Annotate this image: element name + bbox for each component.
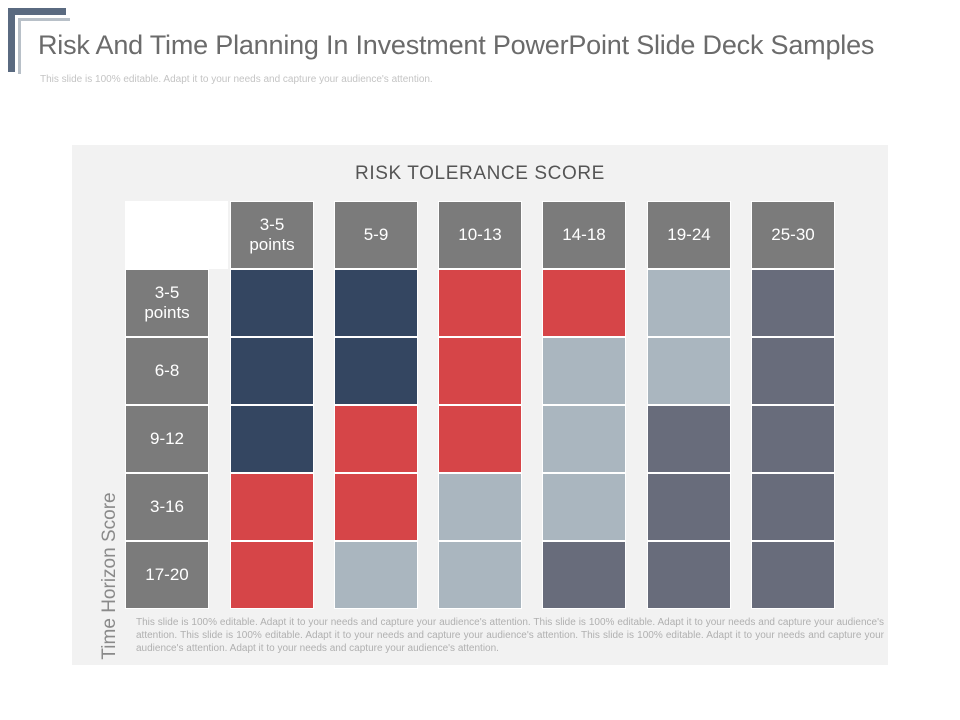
- matrix-cell-slate: [751, 405, 835, 473]
- slide-title: Risk And Time Planning In Investment Pow…: [38, 30, 875, 60]
- matrix-cell-light: [647, 269, 731, 337]
- matrix-cell-light: [542, 337, 626, 405]
- matrix-cell-slate: [542, 541, 626, 609]
- footer-note: This slide is 100% editable. Adapt it to…: [136, 617, 884, 654]
- matrix-cell-light: [334, 541, 418, 609]
- matrix-cell-red: [438, 405, 522, 473]
- matrix-cell-slate: [751, 269, 835, 337]
- matrix-cell-red: [438, 337, 522, 405]
- corner-bracket-decoration: [8, 8, 70, 74]
- bracket-outer: [8, 8, 66, 72]
- matrix-cell-navy: [230, 337, 314, 405]
- matrix-cell-navy: [230, 405, 314, 473]
- row-header: 9-12: [125, 405, 209, 473]
- matrix-cell-light: [647, 337, 731, 405]
- matrix-cell-slate: [647, 473, 731, 541]
- column-axis-title: RISK TOLERANCE SCORE: [355, 163, 605, 184]
- row-header: 6-8: [125, 337, 209, 405]
- matrix-cell-slate: [751, 337, 835, 405]
- matrix-cell-navy: [230, 269, 314, 337]
- matrix-blank-corner: [125, 201, 228, 269]
- column-header: 5-9: [334, 201, 418, 269]
- matrix-cell-red: [230, 541, 314, 609]
- matrix-cell-red: [542, 269, 626, 337]
- matrix-cell-slate: [647, 541, 731, 609]
- column-header: 3-5 points: [230, 201, 314, 269]
- matrix-cell-red: [334, 405, 418, 473]
- matrix-cell-red: [438, 269, 522, 337]
- column-header: 10-13: [438, 201, 522, 269]
- matrix-cell-slate: [647, 405, 731, 473]
- matrix-cell-navy: [334, 337, 418, 405]
- matrix-cell-red: [334, 473, 418, 541]
- bracket-inner: [18, 18, 70, 74]
- matrix-cell-red: [230, 473, 314, 541]
- matrix-cell-light: [438, 541, 522, 609]
- column-header: 19-24: [647, 201, 731, 269]
- row-header: 17-20: [125, 541, 209, 609]
- matrix-cell-slate: [751, 541, 835, 609]
- row-header: 3-16: [125, 473, 209, 541]
- matrix-cell-light: [542, 405, 626, 473]
- column-header: 14-18: [542, 201, 626, 269]
- matrix-cell-light: [438, 473, 522, 541]
- slide-subtitle: This slide is 100% editable. Adapt it to…: [40, 74, 433, 85]
- column-header: 25-30: [751, 201, 835, 269]
- row-header: 3-5 points: [125, 269, 209, 337]
- row-axis-title: Time Horizon Score: [99, 492, 120, 660]
- matrix-cell-slate: [751, 473, 835, 541]
- matrix-cell-navy: [334, 269, 418, 337]
- matrix-cell-light: [542, 473, 626, 541]
